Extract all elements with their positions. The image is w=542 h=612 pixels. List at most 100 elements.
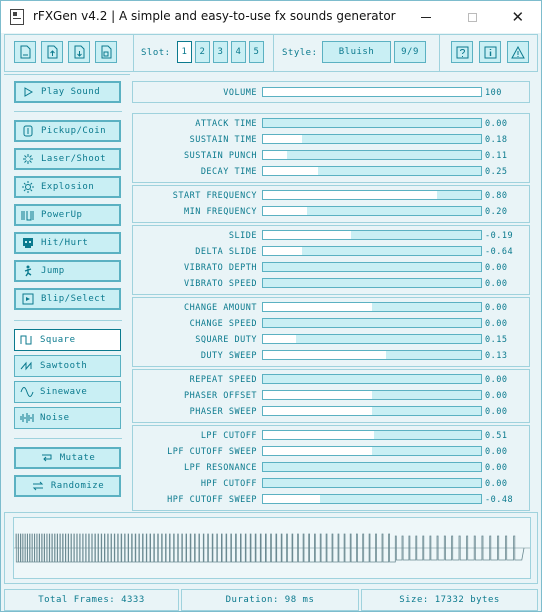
square-wave-icon — [20, 333, 34, 347]
slot-button-3[interactable]: 3 — [213, 41, 228, 63]
lpf-cutoff-slider[interactable] — [262, 430, 482, 440]
title-bar: rFXGen v4.2 | A simple and easy-to-use f… — [1, 1, 541, 33]
preset-button-pickup-coin[interactable]: Pickup/Coin — [14, 120, 121, 142]
hpf-cutoff-slider[interactable] — [262, 478, 482, 488]
decay-time-label: DECAY TIME — [200, 167, 257, 177]
phaser-offset-value: 0.00 — [485, 391, 508, 401]
sustain-punch-slider[interactable] — [262, 150, 482, 160]
decay-time-slider[interactable] — [262, 166, 482, 176]
min-frequency-slider[interactable] — [262, 206, 482, 216]
repeat-speed-slider[interactable] — [262, 374, 482, 384]
lpf-cutoff-sweep-label: LPF CUTOFF SWEEP — [167, 447, 257, 457]
wave-label: Sawtooth — [40, 361, 88, 371]
square-duty-value: 0.15 — [485, 335, 508, 345]
export-file-button[interactable] — [95, 41, 117, 63]
min-frequency-value: 0.20 — [485, 207, 508, 217]
change-amount-slider-fill — [263, 303, 372, 311]
vibrato-speed-slider[interactable] — [262, 278, 482, 288]
preset-button-jump[interactable]: Jump — [14, 260, 121, 282]
phaser-offset-slider[interactable] — [262, 390, 482, 400]
change-speed-slider[interactable] — [262, 318, 482, 328]
volume-slider[interactable] — [262, 87, 482, 97]
phaser-offset-label: PHASER OFFSET — [183, 391, 257, 401]
window-title: rFXGen v4.2 | A simple and easy-to-use f… — [33, 9, 396, 23]
wave-label: Square — [40, 335, 76, 345]
left-divider — [14, 438, 122, 439]
slide-slider[interactable] — [262, 230, 482, 240]
minimize-icon — [421, 16, 431, 18]
duty-sweep-label: DUTY SWEEP — [200, 351, 257, 361]
vibrato-speed-value: 0.00 — [485, 279, 508, 289]
lpf-cutoff-sweep-slider[interactable] — [262, 446, 482, 456]
lpf-cutoff-sweep-slider-fill — [263, 447, 372, 455]
preset-label: Blip/Select — [41, 294, 107, 304]
lpf-cutoff-sweep-value: 0.00 — [485, 447, 508, 457]
style-selector-button[interactable]: Bluish — [322, 41, 391, 63]
wave-button-sawtooth[interactable]: Sawtooth — [14, 355, 121, 377]
lpf-resonance-value: 0.00 — [485, 463, 508, 473]
randomize-button[interactable]: Randomize — [14, 475, 121, 497]
preset-button-laser-shoot[interactable]: Laser/Shoot — [14, 148, 121, 170]
left-divider — [4, 74, 130, 75]
save-file-button[interactable] — [68, 41, 90, 63]
start-frequency-slider[interactable] — [262, 190, 482, 200]
open-file-icon — [47, 45, 58, 59]
slot-button-1[interactable]: 1 — [177, 41, 192, 63]
preset-button-explosion[interactable]: Explosion — [14, 176, 121, 198]
phaser-sweep-label: PHASER SWEEP — [189, 407, 257, 417]
style-label: Style: — [282, 48, 318, 58]
close-button[interactable]: ✕ — [511, 8, 525, 26]
preset-button-blip-select[interactable]: Blip/Select — [14, 288, 121, 310]
change-amount-slider[interactable] — [262, 302, 482, 312]
style-index-button[interactable]: 9/9 — [394, 41, 426, 63]
slot-label: Slot: — [141, 48, 171, 58]
wave-button-sinewave[interactable]: Sinewave — [14, 381, 121, 403]
mutate-label: Mutate — [59, 453, 96, 463]
phaser-sweep-slider[interactable] — [262, 406, 482, 416]
waveform-graph — [14, 533, 530, 563]
duty-sweep-slider[interactable] — [262, 350, 482, 360]
app-icon — [10, 9, 24, 25]
minimize-button[interactable] — [403, 1, 449, 33]
square-duty-slider[interactable] — [262, 334, 482, 344]
sustain-time-slider[interactable] — [262, 134, 482, 144]
open-file-button[interactable] — [41, 41, 63, 63]
play-sound-button[interactable]: Play Sound — [14, 81, 121, 103]
new-file-button[interactable] — [14, 41, 36, 63]
wave-label: Sinewave — [40, 387, 88, 397]
lpf-resonance-slider[interactable] — [262, 462, 482, 472]
vibrato-depth-slider[interactable] — [262, 262, 482, 272]
save-file-icon — [74, 45, 85, 59]
hpf-cutoff-value: 0.00 — [485, 479, 508, 489]
play-sound-label: Play Sound — [41, 87, 101, 97]
help-button[interactable] — [451, 41, 473, 63]
mutate-icon — [40, 451, 54, 465]
preset-label: Pickup/Coin — [41, 126, 107, 136]
slot-button-4[interactable]: 4 — [231, 41, 246, 63]
preset-button-powerup[interactable]: PowerUp — [14, 204, 121, 226]
info-button[interactable] — [479, 41, 501, 63]
maximize-button[interactable] — [449, 1, 495, 33]
jump-icon — [21, 264, 35, 278]
lpf-cutoff-value: 0.51 — [485, 431, 508, 441]
delta-slide-slider[interactable] — [262, 246, 482, 256]
slot-button-5[interactable]: 5 — [249, 41, 264, 63]
status-size: Size: 17332 bytes — [361, 589, 538, 611]
preset-button-hit-hurt[interactable]: Hit/Hurt — [14, 232, 121, 254]
duty-sweep-value: 0.13 — [485, 351, 508, 361]
hpf-cutoff-sweep-slider[interactable] — [262, 494, 482, 504]
duty-sweep-slider-fill — [263, 351, 386, 359]
wave-button-square[interactable]: Square — [14, 329, 121, 351]
wave-button-noise[interactable]: Noise — [14, 407, 121, 429]
sustain-punch-label: SUSTAIN PUNCH — [183, 151, 257, 161]
decay-time-slider-fill — [263, 167, 318, 175]
help-icon — [456, 46, 468, 58]
decay-time-value: 0.25 — [485, 167, 508, 177]
change-amount-label: CHANGE AMOUNT — [183, 303, 257, 313]
slot-button-2[interactable]: 2 — [195, 41, 210, 63]
change-speed-label: CHANGE SPEED — [189, 319, 257, 329]
status-duration: Duration: 98 ms — [181, 589, 359, 611]
warning-button[interactable] — [507, 41, 529, 63]
attack-time-slider[interactable] — [262, 118, 482, 128]
mutate-button[interactable]: Mutate — [14, 447, 121, 469]
